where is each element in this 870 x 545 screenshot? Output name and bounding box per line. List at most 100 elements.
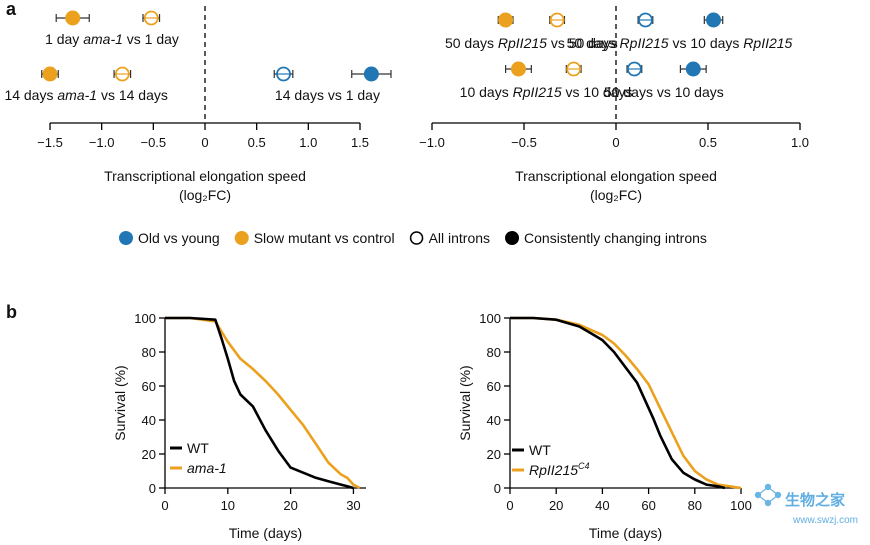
- y-axis-title: Survival (%): [112, 365, 128, 440]
- y-tick-label: 20: [487, 447, 501, 462]
- group-label: 14 days ama-1 vs 14 days: [4, 87, 167, 103]
- group-label: 14 days vs 1 day: [275, 87, 380, 103]
- watermark-title: 生物之家: [785, 491, 845, 509]
- y-tick-label: 0: [149, 481, 156, 496]
- elongation-right-chart: −1.0 −0.5 0 0.5 1.0 Transcriptional elongatio…: [419, 6, 809, 203]
- y-tick-label: 0: [494, 481, 501, 496]
- legend-label-wt: WT: [529, 442, 551, 458]
- legend-label-sup: C4: [578, 461, 590, 471]
- group-label-part: RpII215: [743, 35, 792, 51]
- x-axis-title: Time (days): [229, 525, 302, 541]
- data-point-filled: [498, 12, 514, 28]
- legend-item-all-introns: All introns: [409, 230, 490, 246]
- data-point-filled: [65, 10, 81, 26]
- elongation-left-chart: −1.5 −1.0 −0.5 0 0.5 1.0 1.5 Transcriptional el…: [4, 6, 392, 203]
- y-tick-label: 40: [487, 413, 501, 428]
- x-tick-label: 10: [221, 498, 235, 513]
- legend-label: Slow mutant vs control: [254, 230, 395, 246]
- series-line-wt: [165, 316, 354, 490]
- legend-item-consistently-changing-introns: Consistently changing introns: [505, 230, 707, 246]
- group-label-part: 1 day: [45, 31, 83, 47]
- data-point-filled: [42, 66, 58, 82]
- x-tick-label: 0.5: [248, 135, 266, 150]
- watermark-url: www.swzj.com: [792, 515, 858, 526]
- legend-item-slow-mutant-vs-control: Slow mutant vs control: [234, 230, 395, 246]
- x-tick-label: 20: [549, 498, 563, 513]
- x-axis-title: Transcriptional elongation speed: [104, 168, 306, 184]
- group-label: 50 days vs 10 days: [604, 84, 724, 100]
- data-point-filled: [363, 66, 379, 82]
- group-label-part: 50 days: [567, 35, 620, 51]
- group-label-part: 14 days: [4, 87, 57, 103]
- data-point-filled: [706, 12, 722, 28]
- legend-item-old-vs-young: Old vs young: [119, 230, 220, 246]
- panel-label-a: a: [6, 0, 17, 19]
- legend-label-text: WT: [529, 442, 551, 458]
- y-tick-label: 100: [479, 311, 501, 326]
- x-tick-label: −0.5: [511, 135, 537, 150]
- group-label-part: vs 14 days: [97, 87, 168, 103]
- x-tick-label: 1.0: [299, 135, 317, 150]
- molecule-icon: [754, 483, 782, 507]
- x-tick-label: −1.5: [37, 135, 63, 150]
- group-label-part: RpII215: [513, 84, 562, 100]
- data-point-filled: [685, 61, 701, 77]
- group-label: 1 day ama-1 vs 1 day: [45, 31, 179, 47]
- x-tick-label: 0.5: [699, 135, 717, 150]
- y-axis-title: Survival (%): [457, 365, 473, 440]
- x-tick-label: 20: [283, 498, 297, 513]
- panel-label-b: b: [6, 302, 17, 322]
- y-tick-label: 100: [134, 311, 156, 326]
- x-tick-label: 0: [161, 498, 168, 513]
- molecule-bond: [757, 486, 779, 504]
- group-label-part: 50 days vs 10 days: [604, 84, 724, 100]
- legend-marker-filled: [119, 231, 133, 245]
- x-axis-title: Time (days): [589, 525, 662, 541]
- group-label-part: ama-1: [57, 87, 97, 103]
- x-tick-label: 30: [346, 498, 360, 513]
- group-label-part: RpII215: [498, 35, 547, 51]
- series-line-wt: [510, 316, 726, 490]
- y-tick-label: 80: [487, 345, 501, 360]
- x-tick-label: 0: [612, 135, 619, 150]
- group-label-part: vs 50 days: [547, 35, 618, 51]
- group-label: 10 days RpII215 vs 10 days: [460, 84, 633, 100]
- legend-a: Old vs young Slow mutant vs control All in…: [119, 230, 707, 246]
- legend-label-text: RpII215: [529, 462, 578, 478]
- watermark: 生物之家 www.swzj.com: [754, 483, 858, 526]
- x-tick-label: −1.0: [419, 135, 445, 150]
- legend-label-text: WT: [187, 440, 209, 456]
- y-tick-label: 60: [487, 379, 501, 394]
- group-label-part: ama-1: [83, 31, 123, 47]
- survival-ama1-chart: 0 10 20 30 0 20 40 60 80 100 Time (days) Survival (…: [112, 311, 366, 541]
- legend-label: All introns: [429, 230, 490, 246]
- data-point-filled: [510, 61, 526, 77]
- x-tick-label: 40: [595, 498, 609, 513]
- x-tick-label: 1.5: [351, 135, 369, 150]
- x-tick-label: 80: [688, 498, 702, 513]
- group-label-part: vs 1 day: [123, 31, 179, 47]
- group-label-part: RpII215: [620, 35, 669, 51]
- legend-marker-filled: [505, 231, 520, 245]
- x-tick-label: 1.0: [791, 135, 809, 150]
- x-axis-unit: (log₂FC): [590, 187, 642, 203]
- x-tick-label: 60: [641, 498, 655, 513]
- legend-label-rpii215: RpII215C4: [529, 461, 590, 478]
- y-tick-label: 80: [142, 345, 156, 360]
- legend-marker-open: [409, 231, 424, 245]
- legend-label: Consistently changing introns: [524, 230, 707, 246]
- legend-label: Old vs young: [138, 230, 220, 246]
- legend-label-wt: WT: [187, 440, 209, 456]
- x-tick-label: −0.5: [140, 135, 166, 150]
- group-label-part: vs 10 days: [562, 84, 633, 100]
- legend-label-text: ama-1: [187, 460, 227, 476]
- group-label-part: 10 days: [460, 84, 513, 100]
- x-tick-label: 100: [730, 498, 752, 513]
- x-tick-label: −1.0: [89, 135, 115, 150]
- x-axis-unit: (log₂FC): [179, 187, 231, 203]
- survival-rpii215-chart: 0 20 40 60 80 100 0 20 40 60 80 100 Time (days) Survi…: [457, 311, 752, 541]
- group-label-part: 50 days: [445, 35, 498, 51]
- group-label: 50 days RpII215 vs 10 days RpII215: [567, 35, 793, 51]
- group-label-part: vs 10 days: [669, 35, 744, 51]
